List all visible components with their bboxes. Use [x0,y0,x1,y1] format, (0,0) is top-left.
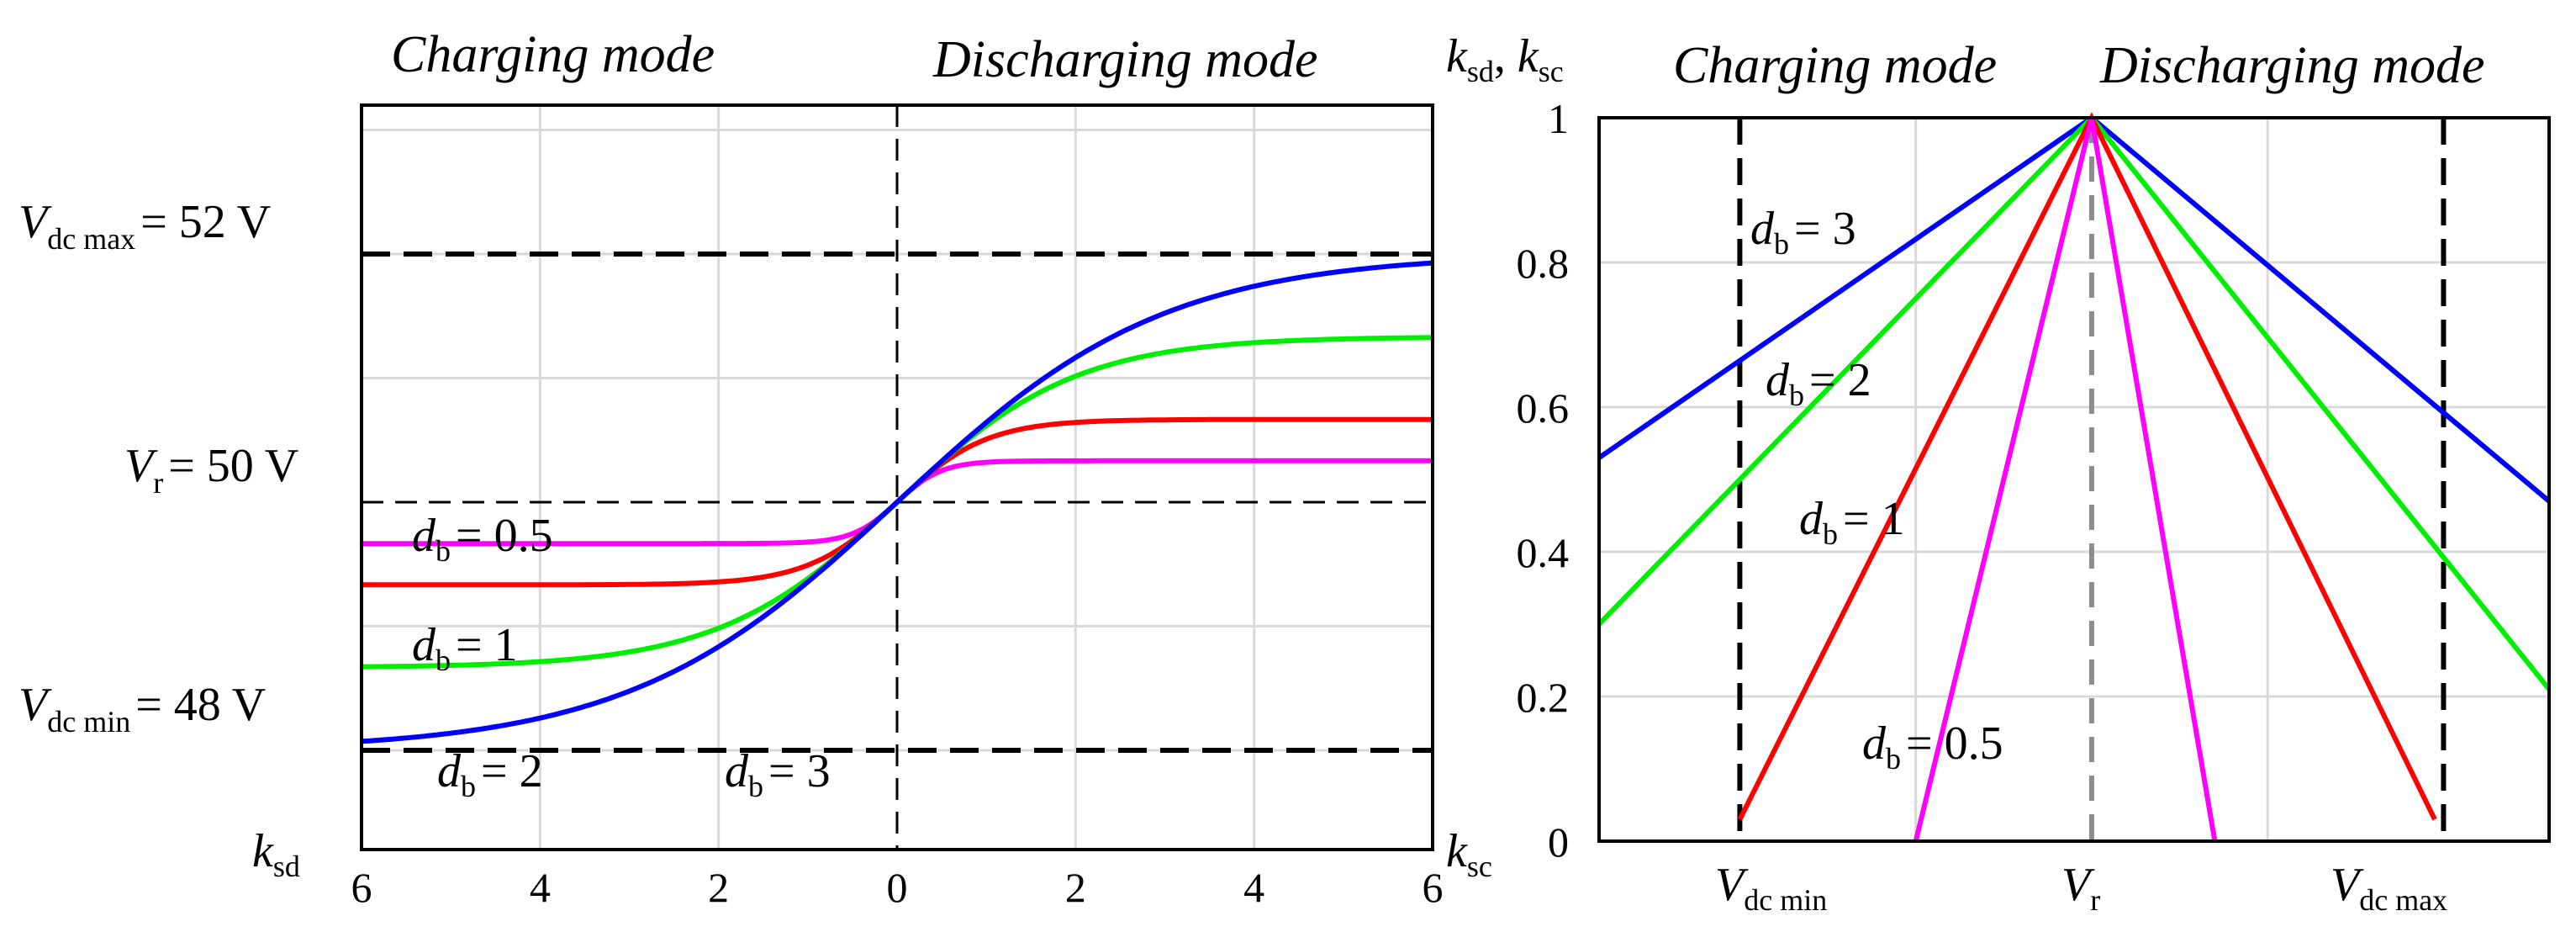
vdcmin-label: Vdc min = 48 V [18,679,266,739]
left-label-db-1: db = 1 [412,619,518,677]
right-x-tick-labels: Vdc min Vr Vdc max [1715,859,2447,917]
vdcmax-label: Vdc max = 52 V [18,196,271,256]
left-chart-panel: Charging mode Discharging mode Vdc max = … [18,26,1444,911]
right-xtick-vdcmin: Vdc min [1715,859,1827,917]
left-xtick-label: 4 [1243,864,1264,911]
right-ytick-label: 1 [1548,95,1569,142]
right-title-discharging: Discharging mode [2099,37,2485,94]
right-label-db-0.5: db = 0.5 [1862,718,2003,776]
right-xlabel-ksc: ksc [1446,825,1492,883]
vr-label: Vr = 50 V [124,440,298,500]
right-ytick-label: 0.6 [1517,384,1570,432]
right-ytick-label: 0.8 [1517,240,1570,287]
left-label-db-2: db = 2 [437,745,543,803]
left-series-line-db-3 [362,260,1433,744]
left-xtick-label: 2 [708,864,729,911]
left-series-group [362,260,1433,744]
right-label-db-3: db = 3 [1750,203,1856,261]
right-grid [1599,118,2549,841]
right-label-db-2: db = 2 [1766,354,1871,412]
right-reference-lines [1737,118,2447,841]
right-xtick-vdcmax: Vdc max [2331,859,2447,917]
right-y-ticks: 0 0.2 0.4 0.6 0.8 1 [1517,95,1570,866]
left-x-ticks: 6 4 2 0 2 4 6 [351,864,1444,911]
right-title-charging: Charging mode [1673,37,1997,94]
right-ytick-label: 0 [1548,818,1569,866]
left-xlabel-ksd: ksd [252,825,300,883]
left-xtick-label: 6 [351,864,372,911]
left-xtick-label: 2 [1065,864,1086,911]
left-xtick-label: 4 [530,864,551,911]
right-ytick-label: 0.2 [1517,674,1570,721]
right-label-db-1: db = 1 [1799,493,1905,551]
left-label-db-0.5: db = 0.5 [412,510,553,568]
left-reference-labels: Vdc max = 52 V Vr = 50 V Vdc min = 48 V [18,196,298,739]
left-reference-lines [362,252,1433,753]
right-xtick-vr: Vr [2061,859,2100,917]
right-plot-frame [1597,116,2551,843]
right-ytick-label: 0.4 [1517,529,1570,576]
left-series-labels: db = 0.5 db = 1 db = 2 db = 3 [412,510,831,803]
left-plot-frame [360,103,1434,851]
right-chart-panel: ksd, ksc Charging mode Discharging mode … [1446,30,2552,917]
left-xtick-label: 0 [887,864,908,911]
left-title-discharging: Discharging mode [932,31,1318,88]
left-label-db-3: db = 3 [725,745,831,803]
left-title-charging: Charging mode [391,26,715,83]
right-series-labels: db = 3 db = 2 db = 1 db = 0.5 [1750,203,2003,776]
right-ylabel: ksd, ksc [1446,30,1564,88]
left-xtick-label: 6 [1423,864,1444,911]
